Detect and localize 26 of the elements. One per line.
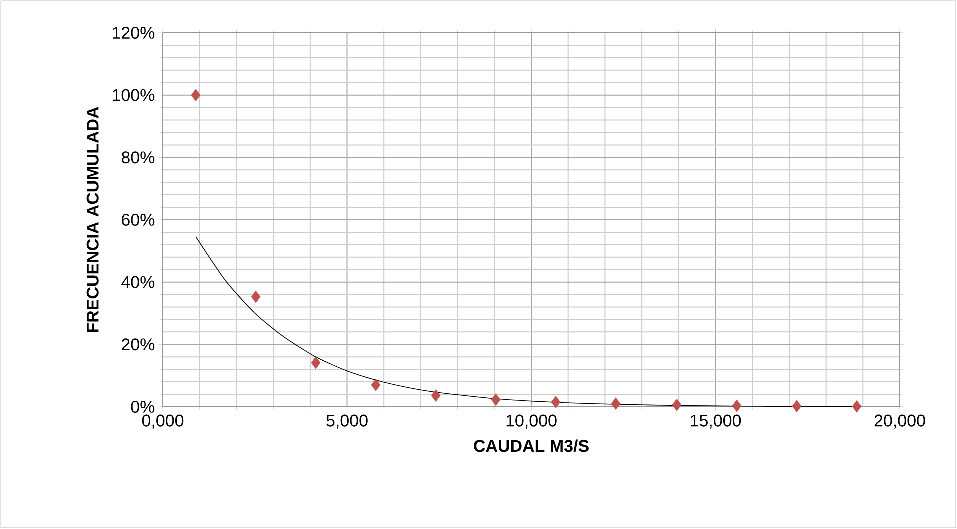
x-tick-label: 10,000 — [506, 414, 557, 429]
point — [732, 400, 742, 412]
y-tick-label: 100% — [113, 89, 155, 102]
point — [792, 400, 802, 413]
point — [551, 396, 561, 409]
point — [672, 398, 682, 412]
point — [371, 378, 381, 392]
point — [311, 356, 321, 370]
x-tick-label: 5,000 — [326, 414, 368, 429]
point — [852, 400, 862, 413]
y-tick-label: 80% — [122, 152, 155, 164]
y-axis-title: FRECUENCIA ACUMULADA — [86, 107, 99, 332]
x-axis-title: CAUDAL M3/S — [474, 440, 589, 452]
point — [611, 398, 621, 410]
point — [191, 89, 201, 102]
y-tick-label: 0% — [131, 400, 155, 414]
x-tick-label: 15,000 — [691, 414, 742, 429]
y-tick-label: 40% — [122, 276, 155, 288]
point — [251, 290, 261, 304]
y-tick-label: 60% — [122, 214, 155, 226]
point — [491, 394, 501, 406]
x-tick-label: 20,000 — [874, 414, 926, 429]
y-tick-label: 120% — [113, 26, 155, 40]
y-tick-label: 20% — [122, 338, 155, 351]
point — [431, 390, 441, 402]
x-tick-label: 0,000 — [142, 414, 184, 429]
